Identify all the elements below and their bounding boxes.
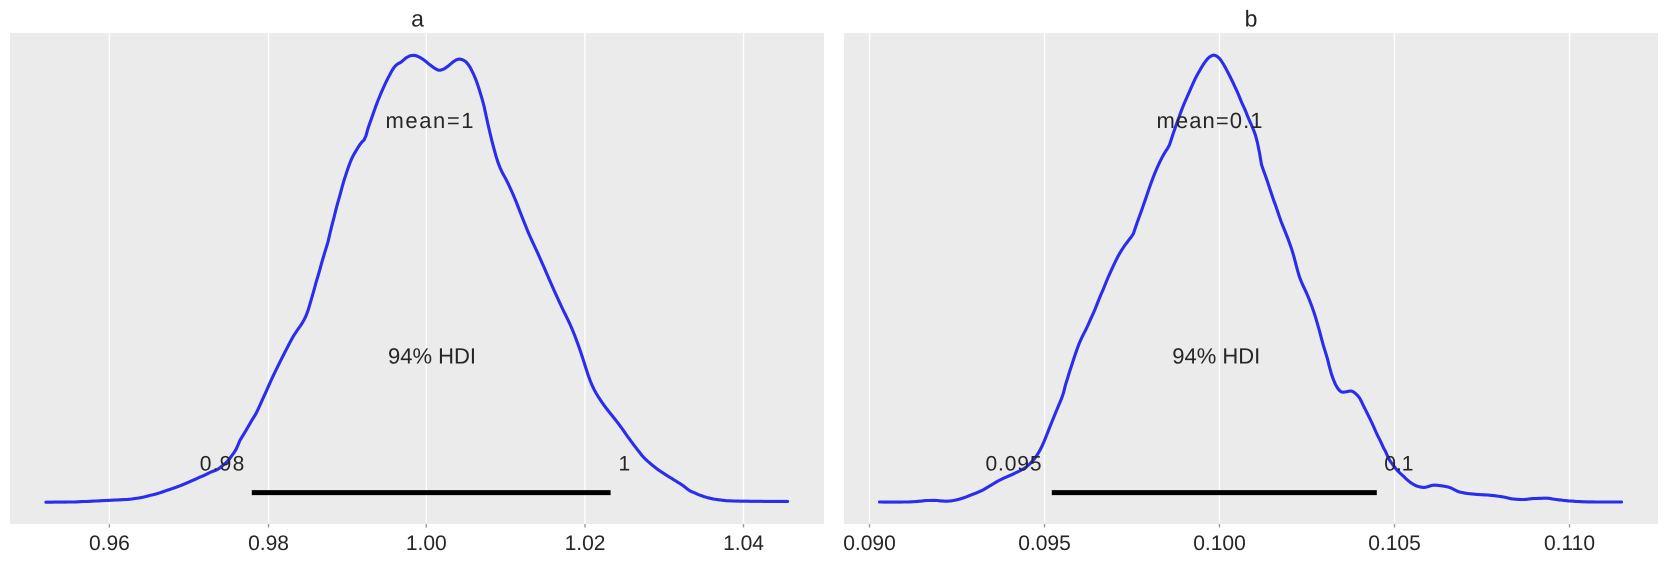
svg-text:0.105: 0.105 xyxy=(1368,532,1421,555)
svg-text:1: 1 xyxy=(618,452,630,475)
svg-text:0.98: 0.98 xyxy=(248,532,289,555)
svg-text:0.095: 0.095 xyxy=(986,452,1042,475)
svg-text:0.090: 0.090 xyxy=(843,532,896,555)
svg-text:1.02: 1.02 xyxy=(565,532,606,555)
svg-text:mean=1: mean=1 xyxy=(386,108,474,133)
svg-text:a: a xyxy=(411,6,424,32)
svg-text:0.98: 0.98 xyxy=(200,452,245,475)
svg-text:0.095: 0.095 xyxy=(1018,532,1071,555)
svg-text:94% HDI: 94% HDI xyxy=(388,344,476,369)
svg-text:1.04: 1.04 xyxy=(723,532,764,555)
svg-text:mean=0.1: mean=0.1 xyxy=(1157,108,1263,133)
svg-text:0.100: 0.100 xyxy=(1193,532,1246,555)
svg-text:0.96: 0.96 xyxy=(89,532,130,555)
svg-text:0.1: 0.1 xyxy=(1384,452,1413,475)
svg-text:94% HDI: 94% HDI xyxy=(1172,344,1260,369)
svg-text:1.00: 1.00 xyxy=(406,532,447,555)
svg-text:b: b xyxy=(1245,6,1258,32)
svg-text:0.110: 0.110 xyxy=(1544,532,1595,555)
